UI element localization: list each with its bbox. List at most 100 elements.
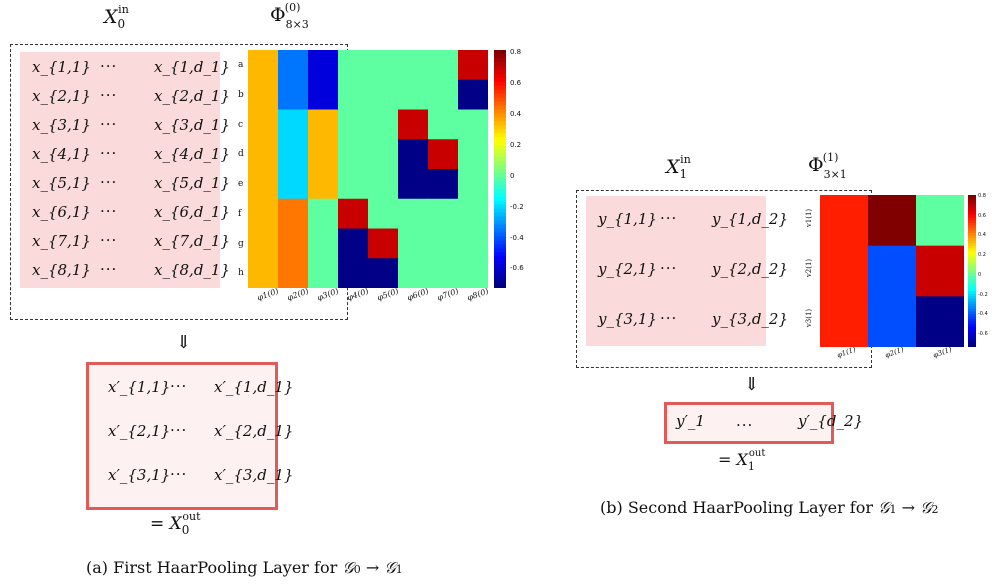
colorbar-segment xyxy=(494,113,506,119)
colorbar-segment xyxy=(494,129,506,134)
heatmap-cell xyxy=(458,169,488,200)
x0-out-label: = X0out xyxy=(150,510,201,537)
colorbar-segment xyxy=(494,73,506,79)
colorbar-tick: -0.2 xyxy=(978,291,988,298)
heatmap-cell xyxy=(248,109,279,140)
matrix-cell: y_{1,d_2} xyxy=(712,210,789,228)
phi1-title: Φ3×1(1) xyxy=(808,151,847,181)
colorbar-segment xyxy=(494,252,506,257)
matrix-cell: x′_{1,1} xyxy=(108,378,171,396)
heatmap-col-label: φ3(1) xyxy=(932,345,953,360)
x1-out-label: = X1out xyxy=(718,448,766,473)
heatmap-cell xyxy=(308,50,339,81)
colorbar-segment xyxy=(968,316,976,320)
colorbar-segment xyxy=(494,228,506,234)
ellipsis: ··· xyxy=(170,465,188,483)
colorbar-segment xyxy=(494,157,506,162)
output-vector-x1 xyxy=(664,402,834,444)
colorbar-segment xyxy=(494,145,506,150)
colorbar-segment xyxy=(968,329,976,333)
heatmap-cell xyxy=(458,198,488,229)
heatmap-col-label: φ5(0) xyxy=(376,286,400,303)
heatmap-col-label: φ7(0) xyxy=(436,286,460,303)
matrix-cell: x′_{1,d_1} xyxy=(214,378,294,396)
heatmap-cell xyxy=(308,109,339,140)
heatmap-row-label: v3(1) xyxy=(805,308,814,328)
heatmap-col-label: φ2(1) xyxy=(884,345,905,360)
colorbar-segment xyxy=(494,65,506,71)
matrix-cell: x_{7,d_1} xyxy=(154,232,231,250)
colorbar-segment xyxy=(494,284,506,288)
matrix-cell: x′_{2,d_1} xyxy=(214,422,294,440)
colorbar-segment xyxy=(968,230,976,234)
colorbar-tick: 0.8 xyxy=(978,192,986,199)
colorbar-segment xyxy=(494,101,506,107)
colorbar-segment xyxy=(494,105,506,111)
heatmap-cell xyxy=(278,109,309,140)
colorbar-segment xyxy=(494,264,506,269)
heatmap-cell xyxy=(398,139,429,170)
heatmap-cell xyxy=(338,50,369,81)
colorbar-segment xyxy=(968,341,976,346)
colorbar-tick: 0.4 xyxy=(978,232,986,239)
heatmap-cell xyxy=(428,50,459,81)
output-matrix-x0 xyxy=(86,362,278,510)
colorbar-segment xyxy=(968,255,976,259)
matrix-cell: y_{2,1} xyxy=(598,260,657,278)
colorbar-segment xyxy=(494,69,506,75)
matrix-cell: x_{4,1} xyxy=(32,145,91,163)
colorbar-segment xyxy=(968,195,976,199)
heatmap-cell xyxy=(278,198,309,229)
colorbar-segment xyxy=(494,109,506,115)
colorbar-segment xyxy=(494,272,506,277)
colorbar-tick: 0 xyxy=(978,271,982,278)
heatmap-cell xyxy=(820,245,869,297)
heatmap-cell xyxy=(368,169,399,200)
heatmap-cell xyxy=(458,79,488,110)
colorbar-segment xyxy=(494,141,506,146)
colorbar-segment xyxy=(494,133,506,138)
matrix-cell: x_{7,1} xyxy=(32,232,91,250)
ellipsis: ··· xyxy=(100,173,118,191)
matrix-cell: y_{3,d_2} xyxy=(712,310,789,328)
matrix-cell: x_{5,d_1} xyxy=(154,174,231,192)
ellipsis: ··· xyxy=(100,86,118,104)
colorbar-segment xyxy=(968,276,976,280)
colorbar-segment xyxy=(494,180,506,186)
heatmap-cell xyxy=(458,139,488,170)
matrix-cell: x′_{2,1} xyxy=(108,422,171,440)
heatmap-cell xyxy=(248,258,279,288)
heatmap-row-label: g xyxy=(238,238,244,249)
colorbar-segment xyxy=(968,207,976,211)
heatmap-col-label: φ8(0) xyxy=(466,286,490,303)
colorbar-segment xyxy=(968,243,976,247)
heatmap-cell xyxy=(398,50,429,81)
colorbar-segment xyxy=(494,248,506,253)
heatmap-cell xyxy=(308,198,339,229)
ellipsis: ··· xyxy=(100,231,118,249)
heatmap-cell xyxy=(338,109,369,140)
colorbar-segment xyxy=(494,260,506,265)
heatmap-cell xyxy=(916,296,964,347)
colorbar-segment xyxy=(494,50,506,55)
colorbar-tick: -0.6 xyxy=(510,264,524,273)
matrix-cell: x_{1,1} xyxy=(32,58,91,76)
matrix-cell: x_{1,d_1} xyxy=(154,58,231,76)
colorbar-segment xyxy=(494,276,506,281)
colorbar-segment xyxy=(968,200,976,204)
heatmap-cell xyxy=(248,198,279,229)
colorbar-segment xyxy=(494,149,506,154)
colorbar-segment xyxy=(968,227,976,232)
colorbar-segment xyxy=(968,235,976,239)
input-matrix-x0 xyxy=(20,52,220,288)
heatmap-row-label: h xyxy=(238,268,244,279)
heatmap-cell xyxy=(398,109,429,140)
colorbar-segment xyxy=(968,283,976,287)
matrix-cell: x_{6,1} xyxy=(32,203,91,221)
heatmap-cell xyxy=(820,195,869,247)
heatmap-cell xyxy=(308,169,339,200)
ellipsis: ... xyxy=(736,412,754,430)
colorbar-segment xyxy=(968,278,976,282)
colorbar-segment xyxy=(968,268,976,272)
colorbar-segment xyxy=(968,326,976,330)
